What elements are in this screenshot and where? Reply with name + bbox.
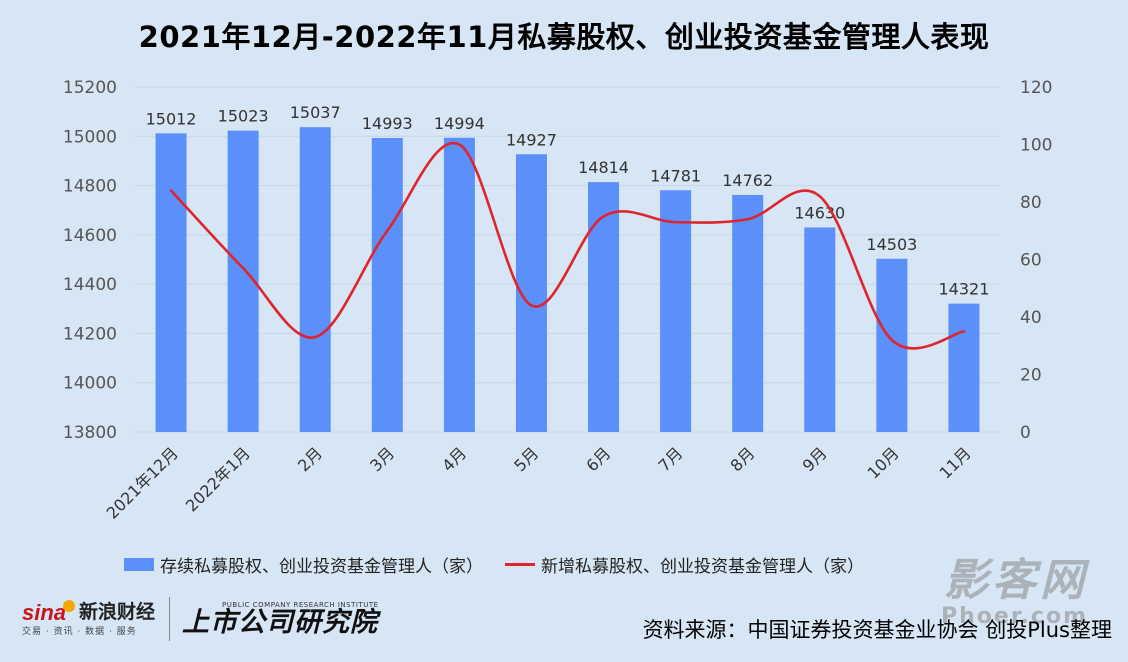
- bar: [371, 138, 403, 432]
- footer-logos: sina 新浪财经 交易 · 资讯 · 数据 · 服务 PUBLIC COMPA…: [22, 594, 379, 644]
- institute-cn-text: 上市公司研究院: [182, 607, 379, 638]
- bar-data-label: 14321: [939, 280, 990, 299]
- x-category-label: 6月: [582, 443, 614, 475]
- x-category-label: 11月: [936, 443, 975, 482]
- legend-bar-label: 存续私募股权、创业投资基金管理人（家）: [160, 556, 483, 577]
- sina-finance-logo: sina 新浪财经 交易 · 资讯 · 数据 · 服务: [22, 599, 156, 637]
- x-category-label: 2022年1月: [182, 443, 254, 515]
- bar: [443, 137, 475, 432]
- legend-line-swatch: [505, 562, 535, 566]
- y-left-tick-label: 14400: [63, 275, 117, 295]
- y-left-tick-label: 15200: [63, 78, 117, 98]
- bar-data-label: 15012: [146, 109, 197, 128]
- bar-data-label: 14927: [506, 130, 557, 149]
- y-right-tick-label: 0: [1020, 423, 1031, 443]
- bar: [804, 227, 836, 432]
- bar-data-label: 15037: [290, 103, 341, 122]
- bar-data-label: 15023: [218, 107, 269, 126]
- bar-data-label: 14781: [650, 166, 701, 185]
- watermark-cn: 影客网: [944, 555, 1088, 606]
- institute-en-text: PUBLIC COMPANY RESEARCH INSTITUTE: [222, 601, 379, 609]
- watermark-en: Phoer.com: [941, 604, 1088, 629]
- bar-data-label: 14994: [434, 114, 485, 133]
- institute-logo: PUBLIC COMPANY RESEARCH INSTITUTE 上市公司研究…: [182, 601, 379, 638]
- x-category-label: 2021年12月: [103, 443, 182, 522]
- new-managers-line: [169, 141, 966, 350]
- bar: [155, 133, 187, 433]
- y-left-tick-label: 14200: [63, 324, 117, 344]
- logo-divider: [169, 597, 171, 641]
- x-category-label: 7月: [655, 443, 687, 475]
- sina-eye-icon: [63, 599, 76, 612]
- bar-data-label: 14993: [362, 114, 413, 133]
- x-category-label: 4月: [438, 443, 470, 475]
- bar: [299, 127, 331, 433]
- legend-bar-swatch: [124, 557, 154, 571]
- y-left-tick-label: 14600: [63, 226, 117, 246]
- x-category-label: 9月: [799, 443, 831, 475]
- bar-data-label: 14814: [578, 158, 629, 177]
- bar-data-label: 14630: [794, 203, 845, 222]
- x-category-label: 8月: [727, 443, 759, 475]
- bar-data-label: 14762: [722, 171, 773, 190]
- legend-line-label: 新增私募股权、创业投资基金管理人（家）: [541, 556, 864, 577]
- legend-item-line: 新增私募股权、创业投资基金管理人（家）: [505, 552, 864, 577]
- bar: [660, 190, 692, 432]
- chart-legend: 存续私募股权、创业投资基金管理人（家） 新增私募股权、创业投资基金管理人（家）: [124, 552, 886, 577]
- x-category-label: 10月: [864, 443, 903, 482]
- legend-item-bar: 存续私募股权、创业投资基金管理人（家）: [124, 552, 483, 577]
- y-right-tick-label: 120: [1020, 78, 1052, 98]
- source-note: 资料来源：中国证券投资基金业协会 创投Plus整理: [642, 618, 1112, 642]
- bar: [732, 194, 764, 432]
- bar: [588, 182, 620, 432]
- sina-tagline: 交易 · 资讯 · 数据 · 服务: [22, 626, 137, 637]
- y-left-tick-label: 14800: [63, 177, 117, 197]
- sina-brand-text: sina: [22, 599, 67, 625]
- y-left-tick-label: 15000: [63, 127, 117, 147]
- y-right-tick-label: 80: [1020, 193, 1042, 213]
- y-left-tick-label: 13800: [63, 423, 117, 443]
- y-right-tick-label: 100: [1020, 136, 1052, 156]
- bar-data-label: 14503: [866, 235, 917, 254]
- bar: [948, 303, 980, 432]
- x-category-label: 2月: [294, 443, 326, 475]
- y-left-tick-label: 14000: [63, 374, 117, 394]
- y-right-tick-label: 60: [1020, 251, 1042, 271]
- y-right-tick-label: 40: [1020, 308, 1042, 328]
- x-category-label: 5月: [510, 443, 542, 475]
- sina-finance-text: 新浪财经: [79, 601, 156, 623]
- chart-title: 2021年12月-2022年11月私募股权、创业投资基金管理人表现: [138, 20, 990, 54]
- y-right-tick-label: 20: [1020, 366, 1042, 386]
- watermark: 影客网 Phoer.com: [941, 544, 1088, 629]
- x-category-label: 3月: [366, 443, 398, 475]
